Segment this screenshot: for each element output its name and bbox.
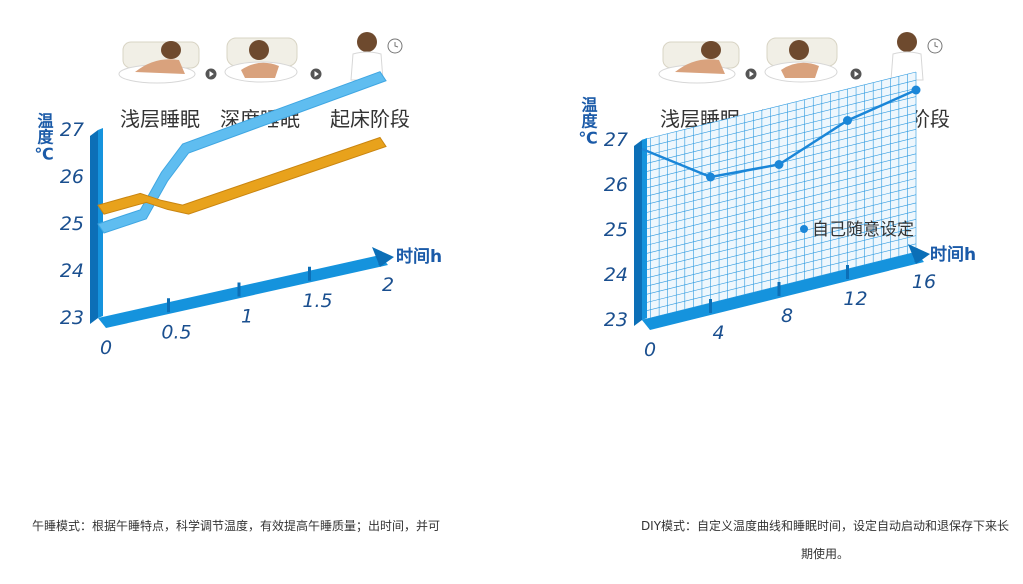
y-tick-label: 27 [60, 119, 84, 141]
diy-mode-caption: DIY模式：自定义温度曲线和睡眠时间，设定自动启动和退保存下来长期使用。 [640, 519, 1010, 561]
x-tick-mark [237, 282, 241, 297]
nap-temperature-chart: 23 24 25 26 27 0 0.5 1 1.5 2 温度℃ 时间h [34, 71, 442, 359]
grid-line-horizontal [641, 243, 917, 313]
temperature-band [97, 136, 387, 215]
x-tick-label: 0.5 [161, 321, 191, 343]
diy-temperature-chart: 23 24 25 26 27 0 4 8 12 16 自己随意设定 温度℃ 时间h [578, 71, 976, 361]
grid-line-horizontal [641, 88, 917, 157]
sleeping-face-down-icon [118, 41, 200, 84]
chart-grid [641, 71, 917, 321]
chart-axes [634, 138, 930, 330]
sleeping-face-down-icon [658, 41, 740, 84]
grid-line-horizontal [641, 104, 917, 174]
grid-line-horizontal [641, 161, 917, 231]
tick-labels: 23 24 25 26 27 0 0.5 1 1.5 2 [60, 119, 394, 359]
grid-line-horizontal [641, 235, 917, 304]
annotation-label: 自己随意设定 [812, 220, 914, 240]
play-arrow-icon [850, 68, 862, 80]
grid-line-horizontal [641, 145, 917, 214]
x-axis-arrow [372, 247, 394, 267]
x-tick-mark [914, 248, 918, 262]
tick-labels: 23 24 25 26 27 0 4 8 12 16 [604, 129, 936, 361]
x-tick-label: 16 [912, 271, 936, 293]
x-axis-bar [642, 252, 924, 330]
x-axis-title: 时间h [396, 246, 442, 267]
y-tick-label: 26 [60, 166, 84, 188]
grid-line-horizontal [641, 153, 917, 223]
y-axis-bar [90, 130, 98, 324]
x-tick-mark [308, 266, 311, 281]
y-tick-label: 23 [60, 307, 84, 329]
stage-label: 起床阶段 [330, 107, 410, 131]
y-tick-label: 26 [604, 174, 628, 196]
grid-line-horizontal [641, 202, 917, 272]
x-tick-label: 4 [712, 322, 724, 344]
sleeping-on-pillow-icon [764, 37, 838, 83]
nap-mode-panel: 浅层睡眠 深度睡眠 起床阶段 [0, 0, 500, 500]
y-axis-face [642, 138, 647, 320]
y-axis-title: 温度℃ [34, 113, 54, 164]
grid-line-horizontal [641, 169, 917, 239]
x-tick-label: 1 [241, 306, 253, 328]
y-tick-label: 25 [604, 219, 628, 241]
x-tick-mark [378, 251, 382, 265]
temperature-point [843, 116, 852, 125]
x-tick-label: 8 [781, 305, 793, 327]
y-tick-label: 23 [604, 309, 628, 331]
x-tick-label: 1.5 [302, 290, 332, 312]
y-axis-title: 温度℃ [578, 97, 598, 148]
x-tick-mark [167, 298, 170, 313]
grid-line-horizontal [641, 71, 917, 141]
grid-line-horizontal [641, 210, 917, 280]
x-tick-label: 2 [382, 274, 394, 296]
nap-mode-caption: 午睡模式：根据午睡特点，科学调节温度，有效提高午睡质量；出时间，并可 [32, 519, 441, 533]
stage-wake-up: 起床阶段 [320, 30, 420, 132]
temperature-bands [97, 71, 387, 234]
play-arrow-icon [205, 68, 217, 80]
grid-line-horizontal [641, 178, 917, 247]
grid-line-horizontal [641, 79, 917, 149]
x-axis-bar [98, 255, 388, 328]
sleeping-on-pillow-icon [224, 37, 298, 83]
stage-label: 浅层睡眠 [120, 107, 200, 131]
x-tick-label: 12 [843, 288, 867, 310]
play-arrow-icon [745, 68, 757, 80]
x-tick-label: 0 [100, 337, 112, 359]
temperature-band [97, 71, 387, 234]
x-tick-mark [709, 299, 712, 313]
temperature-line [641, 85, 921, 182]
y-tick-label: 27 [604, 129, 628, 151]
grid-line-horizontal [641, 194, 917, 264]
y-tick-label: 24 [60, 260, 84, 282]
x-axis-title: 时间h [930, 244, 976, 265]
x-tick-label: 0 [644, 339, 656, 361]
waking-with-alarm-icon [890, 32, 943, 81]
grid-line-horizontal [641, 186, 917, 255]
grid-line-horizontal [641, 120, 917, 190]
grid-line-horizontal [641, 227, 917, 296]
x-axis-arrow [908, 244, 930, 264]
stage-shallow-sleep: 浅层睡眠 [110, 30, 210, 132]
annotation-marker [800, 225, 808, 233]
grid-line-horizontal [641, 112, 917, 182]
x-tick-mark [846, 265, 849, 279]
grid-line-horizontal [641, 218, 917, 288]
grid-line-horizontal [641, 137, 917, 206]
temperature-point [774, 160, 784, 169]
y-tick-label: 25 [60, 213, 84, 235]
temperature-point [911, 85, 921, 95]
x-tick-mark [777, 282, 781, 296]
y-axis-bar [634, 140, 642, 326]
grid-line-horizontal [641, 96, 917, 165]
temperature-point [706, 172, 715, 182]
play-arrow-icon [310, 68, 322, 80]
y-tick-label: 24 [604, 264, 628, 286]
diy-mode-panel: 浅层睡眠 深度睡眠 起床阶段 [540, 0, 1023, 500]
